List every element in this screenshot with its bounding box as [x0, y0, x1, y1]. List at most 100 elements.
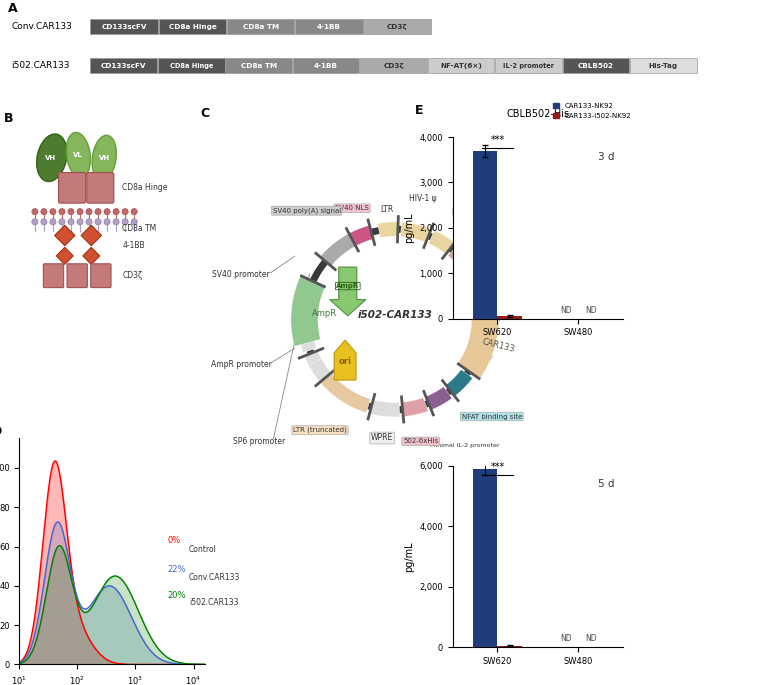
Polygon shape — [297, 319, 317, 353]
Text: D: D — [0, 425, 2, 438]
Polygon shape — [400, 222, 431, 242]
Text: CBLB502: CBLB502 — [578, 62, 614, 68]
Text: ori: ori — [338, 358, 351, 366]
Polygon shape — [320, 234, 356, 266]
Text: 20%: 20% — [167, 590, 186, 599]
Circle shape — [41, 208, 47, 215]
Text: SP6 promoter: SP6 promoter — [233, 437, 286, 446]
Text: CD8a TM: CD8a TM — [122, 224, 156, 233]
Text: CD3ζ: CD3ζ — [387, 23, 407, 29]
Text: LTR (truncated): LTR (truncated) — [293, 427, 347, 434]
Polygon shape — [304, 351, 329, 379]
Polygon shape — [334, 340, 356, 380]
Circle shape — [95, 219, 101, 225]
FancyBboxPatch shape — [563, 58, 629, 73]
Text: SV40 poly(A) signal: SV40 poly(A) signal — [272, 208, 341, 214]
Circle shape — [77, 208, 83, 215]
FancyBboxPatch shape — [295, 19, 362, 34]
FancyBboxPatch shape — [428, 58, 495, 73]
Polygon shape — [349, 225, 373, 246]
Polygon shape — [57, 247, 74, 264]
Text: ND: ND — [585, 634, 597, 643]
Circle shape — [122, 208, 128, 215]
FancyBboxPatch shape — [293, 58, 359, 73]
Bar — [498, 646, 522, 647]
Text: Conv.CAR133: Conv.CAR133 — [12, 22, 73, 31]
Ellipse shape — [92, 135, 116, 180]
Text: EF-…: EF-… — [496, 310, 502, 328]
Bar — [473, 151, 498, 319]
Y-axis label: pg/mL: pg/mL — [404, 541, 414, 572]
FancyBboxPatch shape — [43, 264, 63, 288]
Circle shape — [59, 219, 65, 225]
Text: 4-1BB: 4-1BB — [317, 23, 341, 29]
Circle shape — [59, 208, 65, 215]
Text: i502-CAR133: i502-CAR133 — [358, 310, 432, 320]
Text: CD8a Hinge: CD8a Hinge — [169, 23, 216, 29]
Circle shape — [113, 208, 119, 215]
Text: NFAT binding site: NFAT binding site — [461, 414, 522, 419]
Polygon shape — [378, 222, 398, 238]
Circle shape — [32, 208, 38, 215]
Bar — [473, 469, 498, 647]
Text: SV40 NLS: SV40 NLS — [335, 206, 369, 211]
Polygon shape — [320, 373, 371, 413]
Circle shape — [131, 219, 137, 225]
Text: ***: *** — [490, 135, 505, 145]
Y-axis label: pg/mL: pg/mL — [404, 212, 414, 243]
Text: ND: ND — [560, 306, 572, 314]
Circle shape — [86, 219, 92, 225]
FancyBboxPatch shape — [360, 58, 427, 73]
Polygon shape — [55, 225, 75, 246]
FancyBboxPatch shape — [91, 264, 111, 288]
Text: A: A — [8, 2, 17, 15]
FancyBboxPatch shape — [158, 58, 224, 73]
Text: Control: Control — [189, 545, 217, 554]
Text: E: E — [416, 104, 424, 117]
Text: LTR: LTR — [381, 205, 394, 214]
FancyBboxPatch shape — [87, 173, 114, 203]
Text: EF-1α promoter: EF-1α promoter — [492, 264, 552, 273]
Text: AmpR: AmpR — [312, 309, 337, 318]
Text: CBLB502-His: CBLB502-His — [506, 109, 570, 119]
Text: WPRE: WPRE — [372, 434, 393, 443]
FancyBboxPatch shape — [630, 58, 697, 73]
Text: Minimal IL-2 promoter: Minimal IL-2 promoter — [430, 443, 499, 448]
FancyBboxPatch shape — [363, 19, 430, 34]
Text: gp41 peptide: gp41 peptide — [469, 221, 518, 227]
Polygon shape — [457, 309, 498, 379]
Text: Conv.CAR133: Conv.CAR133 — [189, 573, 240, 582]
Circle shape — [50, 208, 56, 215]
FancyBboxPatch shape — [67, 264, 87, 288]
FancyBboxPatch shape — [495, 58, 562, 73]
Text: SV40 promoter: SV40 promoter — [212, 270, 270, 279]
Legend: CAR133-NK92, CAR133-i502-NK92: CAR133-NK92, CAR133-i502-NK92 — [550, 101, 634, 121]
Text: i502.CAR133: i502.CAR133 — [12, 61, 70, 70]
Ellipse shape — [66, 132, 91, 177]
Text: CD8a Hinge: CD8a Hinge — [122, 184, 168, 192]
Circle shape — [104, 219, 110, 225]
Circle shape — [77, 219, 83, 225]
Text: C: C — [200, 108, 210, 121]
Text: His-Tag: His-Tag — [649, 62, 678, 68]
Text: RRE: RRE — [451, 208, 467, 217]
Text: ND: ND — [585, 306, 597, 314]
Text: 3 d: 3 d — [598, 151, 615, 162]
Text: 4-1BB: 4-1BB — [314, 62, 338, 68]
FancyBboxPatch shape — [91, 19, 158, 34]
Text: VH: VH — [98, 155, 110, 161]
Text: CD3ζ: CD3ζ — [122, 271, 142, 280]
Polygon shape — [330, 267, 366, 316]
Text: NF-AT(6×): NF-AT(6×) — [440, 62, 482, 68]
Polygon shape — [402, 397, 428, 416]
Bar — [498, 316, 522, 319]
Text: CD133scFV: CD133scFV — [101, 23, 147, 29]
Polygon shape — [446, 369, 473, 397]
Text: IL-2 promoter: IL-2 promoter — [503, 62, 554, 68]
Text: B: B — [4, 112, 13, 125]
Circle shape — [41, 219, 47, 225]
Circle shape — [104, 208, 110, 215]
Polygon shape — [291, 275, 325, 347]
Polygon shape — [448, 245, 471, 269]
Polygon shape — [426, 386, 452, 410]
